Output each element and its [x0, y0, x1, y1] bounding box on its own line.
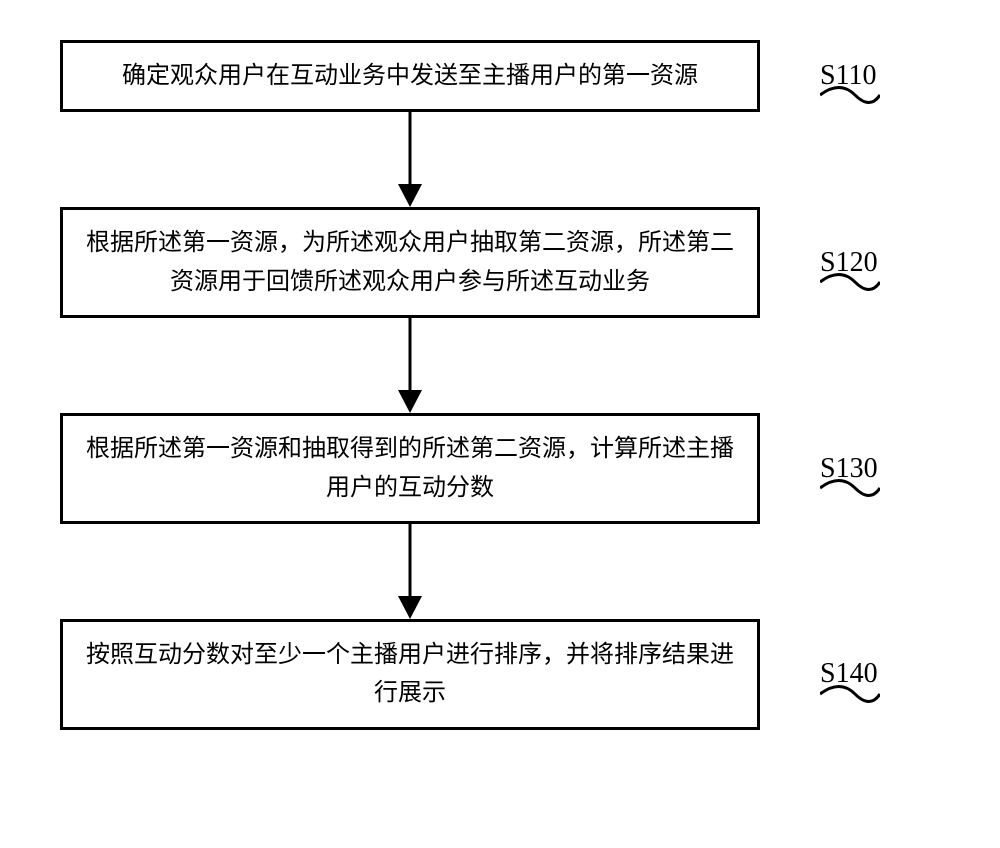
flowchart-container: 确定观众用户在互动业务中发送至主播用户的第一资源 S110 根据所述第一资源，为…: [60, 40, 940, 730]
step-row-2: 根据所述第一资源，为所述观众用户抽取第二资源，所述第二资源用于回馈所述观众用户参…: [60, 207, 940, 318]
connector-curve-icon: [820, 468, 880, 508]
step-text: 根据所述第一资源，为所述观众用户抽取第二资源，所述第二资源用于回馈所述观众用户参…: [83, 224, 737, 301]
arrow-down-icon: [390, 318, 430, 413]
arrow-1: [60, 112, 760, 207]
step-box-s140: 按照互动分数对至少一个主播用户进行排序，并将排序结果进行展示: [60, 619, 760, 730]
connector-curve-icon: [820, 674, 880, 714]
step-row-3: 根据所述第一资源和抽取得到的所述第二资源，计算所述主播用户的互动分数 S130: [60, 413, 940, 524]
arrow-down-icon: [390, 524, 430, 619]
arrow-down-icon: [390, 112, 430, 207]
connector-curve-icon: [820, 262, 880, 302]
step-box-s130: 根据所述第一资源和抽取得到的所述第二资源，计算所述主播用户的互动分数: [60, 413, 760, 524]
arrow-2: [60, 318, 760, 413]
step-text: 按照互动分数对至少一个主播用户进行排序，并将排序结果进行展示: [83, 636, 737, 713]
step-box-s110: 确定观众用户在互动业务中发送至主播用户的第一资源: [60, 40, 760, 112]
step-row-4: 按照互动分数对至少一个主播用户进行排序，并将排序结果进行展示 S140: [60, 619, 940, 730]
arrow-3: [60, 524, 760, 619]
connector-curve-icon: [820, 75, 880, 115]
step-text: 根据所述第一资源和抽取得到的所述第二资源，计算所述主播用户的互动分数: [83, 430, 737, 507]
step-box-s120: 根据所述第一资源，为所述观众用户抽取第二资源，所述第二资源用于回馈所述观众用户参…: [60, 207, 760, 318]
step-text: 确定观众用户在互动业务中发送至主播用户的第一资源: [122, 57, 698, 95]
step-row-1: 确定观众用户在互动业务中发送至主播用户的第一资源 S110: [60, 40, 940, 112]
